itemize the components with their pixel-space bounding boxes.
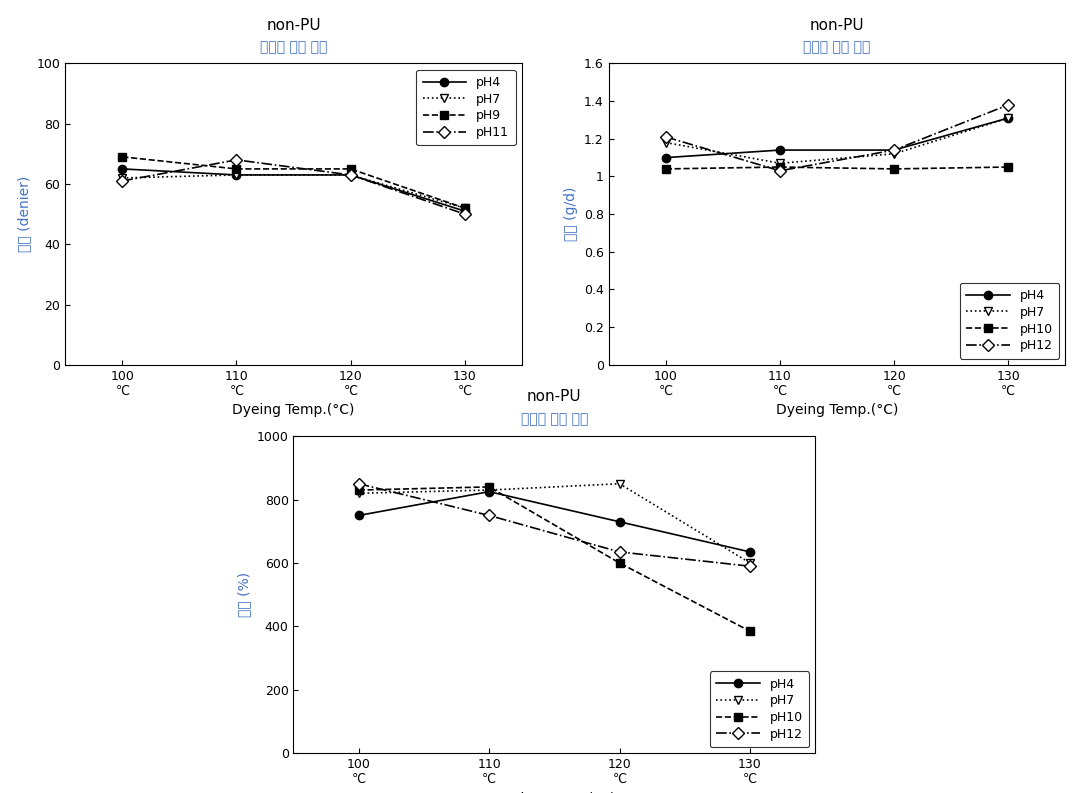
Y-axis label: 강도 (g/d): 강도 (g/d)	[564, 187, 578, 241]
pH9	[116, 152, 129, 162]
pH10	[352, 485, 365, 495]
Legend: pH4, pH7, pH10, pH12: pH4, pH7, pH10, pH12	[710, 672, 809, 747]
Text: non-PU: non-PU	[266, 18, 321, 33]
Text: non-PU: non-PU	[810, 18, 864, 33]
pH7	[116, 173, 129, 182]
pH4	[345, 170, 358, 180]
X-axis label: Dyeing Temp.(°C): Dyeing Temp.(°C)	[776, 403, 898, 417]
pH11	[116, 176, 129, 186]
pH4	[774, 145, 787, 155]
pH4	[230, 170, 243, 180]
pH10	[483, 482, 496, 492]
pH4	[459, 206, 472, 216]
Text: non-PU: non-PU	[527, 389, 582, 404]
pH7	[230, 170, 243, 180]
Line: pH12: pH12	[662, 101, 1012, 175]
Line: pH4: pH4	[118, 165, 468, 215]
Line: pH4: pH4	[354, 488, 754, 556]
pH12	[774, 166, 787, 175]
Line: pH7: pH7	[118, 170, 468, 213]
pH7	[459, 203, 472, 213]
pH10	[888, 164, 901, 174]
Line: pH11: pH11	[118, 155, 468, 218]
Line: pH7: pH7	[662, 114, 1012, 167]
pH10	[1002, 163, 1015, 172]
pH10	[744, 626, 757, 636]
pH12	[888, 145, 901, 155]
X-axis label: Dyeing Temp.(°C): Dyeing Temp.(°C)	[233, 403, 354, 417]
pH12	[352, 479, 365, 488]
pH7	[345, 170, 358, 180]
pH4	[1002, 113, 1015, 123]
Line: pH4: pH4	[662, 114, 1012, 162]
pH7	[744, 558, 757, 568]
pH9	[230, 164, 243, 174]
Line: pH10: pH10	[662, 163, 1012, 173]
pH9	[459, 203, 472, 213]
Text: 탄성사 강도 변화: 탄성사 강도 변화	[803, 40, 871, 55]
Y-axis label: 섬도 (denier): 섬도 (denier)	[17, 176, 30, 252]
pH10	[613, 558, 626, 568]
Y-axis label: 신도 (%): 신도 (%)	[237, 573, 251, 617]
pH12	[744, 561, 757, 571]
pH12	[660, 132, 673, 142]
pH4	[483, 487, 496, 496]
pH7	[888, 149, 901, 159]
Line: pH10: pH10	[354, 483, 754, 635]
pH7	[613, 479, 626, 488]
pH7	[483, 485, 496, 495]
Line: pH7: pH7	[354, 480, 754, 567]
pH11	[459, 209, 472, 219]
pH12	[613, 547, 626, 557]
pH9	[345, 164, 358, 174]
pH4	[888, 145, 901, 155]
pH7	[1002, 113, 1015, 123]
pH4	[660, 153, 673, 163]
pH4	[744, 547, 757, 557]
pH11	[230, 155, 243, 165]
Text: 탄성사 섬도 변화: 탄성사 섬도 변화	[260, 40, 327, 55]
pH12	[1002, 100, 1015, 109]
pH7	[352, 488, 365, 498]
pH7	[774, 159, 787, 168]
pH4	[116, 164, 129, 174]
pH12	[483, 511, 496, 520]
pH10	[774, 163, 787, 172]
pH10	[660, 164, 673, 174]
pH11	[345, 170, 358, 180]
pH4	[613, 517, 626, 527]
X-axis label: Dyeing Temp.(°C): Dyeing Temp.(°C)	[493, 791, 615, 793]
Text: 탄성사 신도 변화: 탄성사 신도 변화	[521, 412, 588, 427]
pH7	[660, 138, 673, 147]
Legend: pH4, pH7, pH9, pH11: pH4, pH7, pH9, pH11	[416, 70, 515, 145]
pH4	[352, 511, 365, 520]
Legend: pH4, pH7, pH10, pH12: pH4, pH7, pH10, pH12	[960, 283, 1059, 358]
Line: pH9: pH9	[118, 153, 468, 213]
Line: pH12: pH12	[354, 480, 754, 570]
